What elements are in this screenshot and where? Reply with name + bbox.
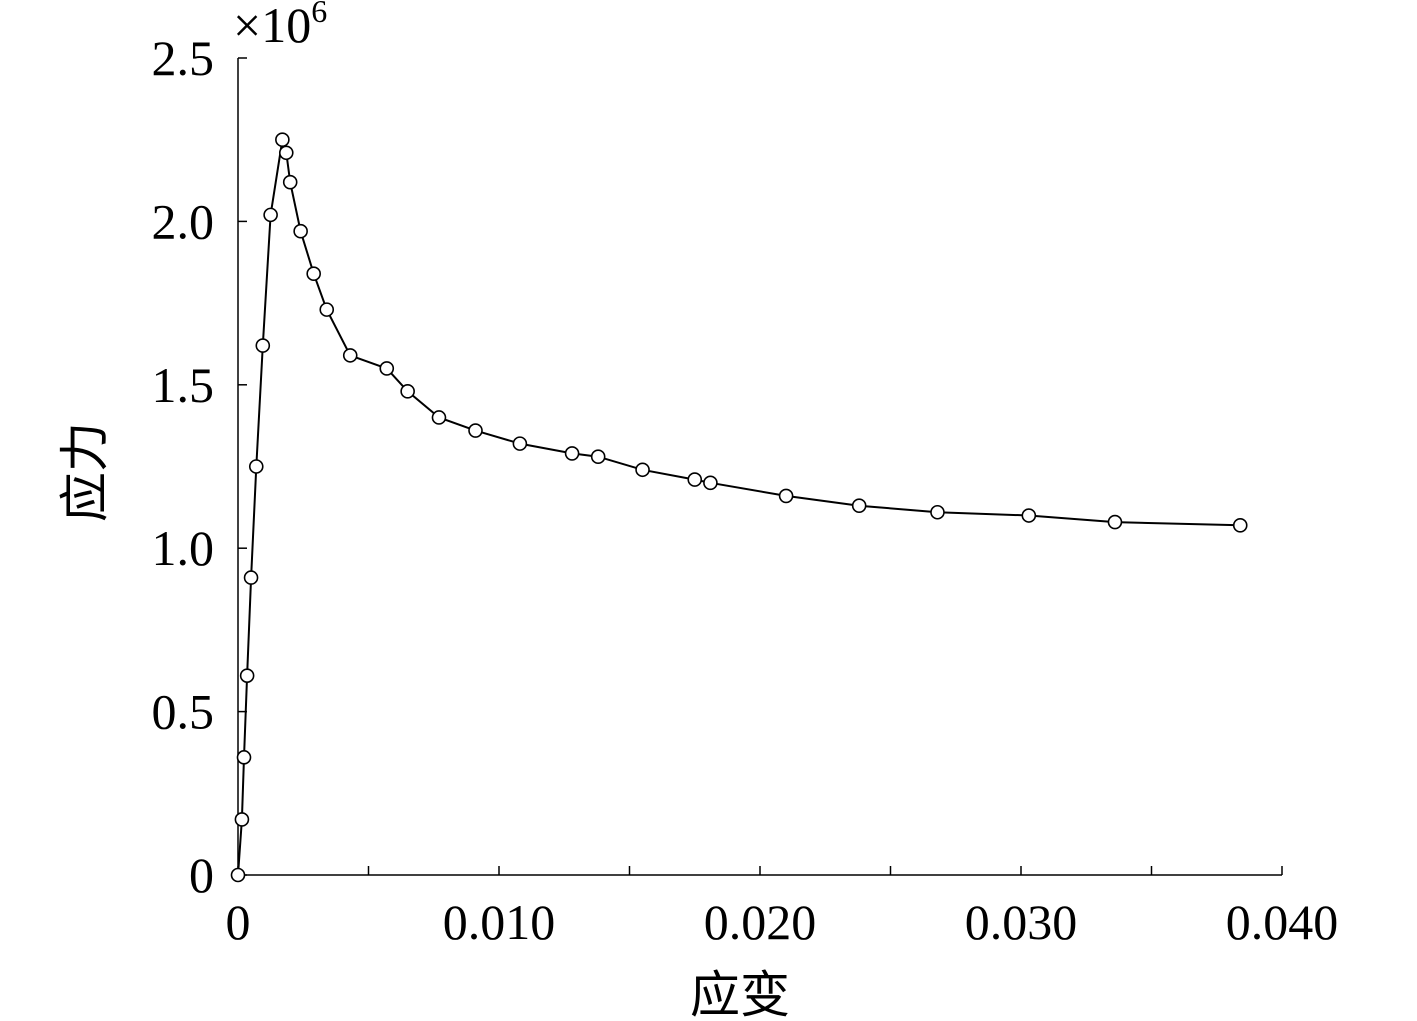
data-point [248,459,264,474]
y-multiplier-exponent: 6 [311,0,327,29]
x-tick-label: 0 [226,894,251,950]
data-point [275,132,290,147]
y-tick-label: 2.5 [152,30,215,86]
data-markers [230,132,1248,883]
data-point [236,750,252,765]
y-tick-label: 0 [189,847,214,903]
series-line [237,139,1241,876]
data-point [306,266,321,281]
data-point [512,436,528,451]
y-tick-label: 1.0 [152,520,215,576]
data-point [293,223,308,239]
y-tick-label: 2.0 [152,193,215,249]
y-multiplier-base: ×10 [233,0,311,53]
x-tick-label: 0.010 [443,894,556,950]
y-tick-label: 1.5 [152,357,215,413]
data-point [930,504,945,520]
data-point [851,498,867,514]
data-point [1232,518,1248,533]
data-point [234,812,250,827]
data-point [239,668,255,683]
data-point [282,174,298,190]
x-axis-title: 应变 [690,966,790,1021]
data-point [278,145,294,161]
data-point [703,475,718,491]
data-point [263,207,278,223]
ticks [237,57,1283,876]
data-point [319,302,335,317]
data-point [400,384,415,399]
data-point [468,423,483,438]
y-axis-multiplier: ×106 [233,0,327,53]
data-point [1107,514,1123,530]
data-point [379,361,395,376]
y-tick-label: 0.5 [152,684,215,740]
x-tick-label: 0.040 [1226,894,1339,950]
y-axis-title: 应力 [56,422,114,522]
x-tick-label: 0.020 [704,894,817,950]
tick-labels: 0 0.010 0.020 0.030 0.040 0 0.5 1.0 1.5 2.0 2.5 [152,30,1339,950]
data-point [564,446,580,461]
data-point [687,472,703,487]
data-point [778,488,794,504]
axes [237,58,1282,876]
data-point [243,570,259,585]
data-point [590,449,606,464]
data-point [255,338,271,353]
data-point [230,867,246,883]
data-point [1021,508,1037,523]
data-point [342,348,358,363]
data-point [635,462,650,478]
x-tick-label: 0.030 [965,894,1078,950]
data-point [431,410,447,425]
